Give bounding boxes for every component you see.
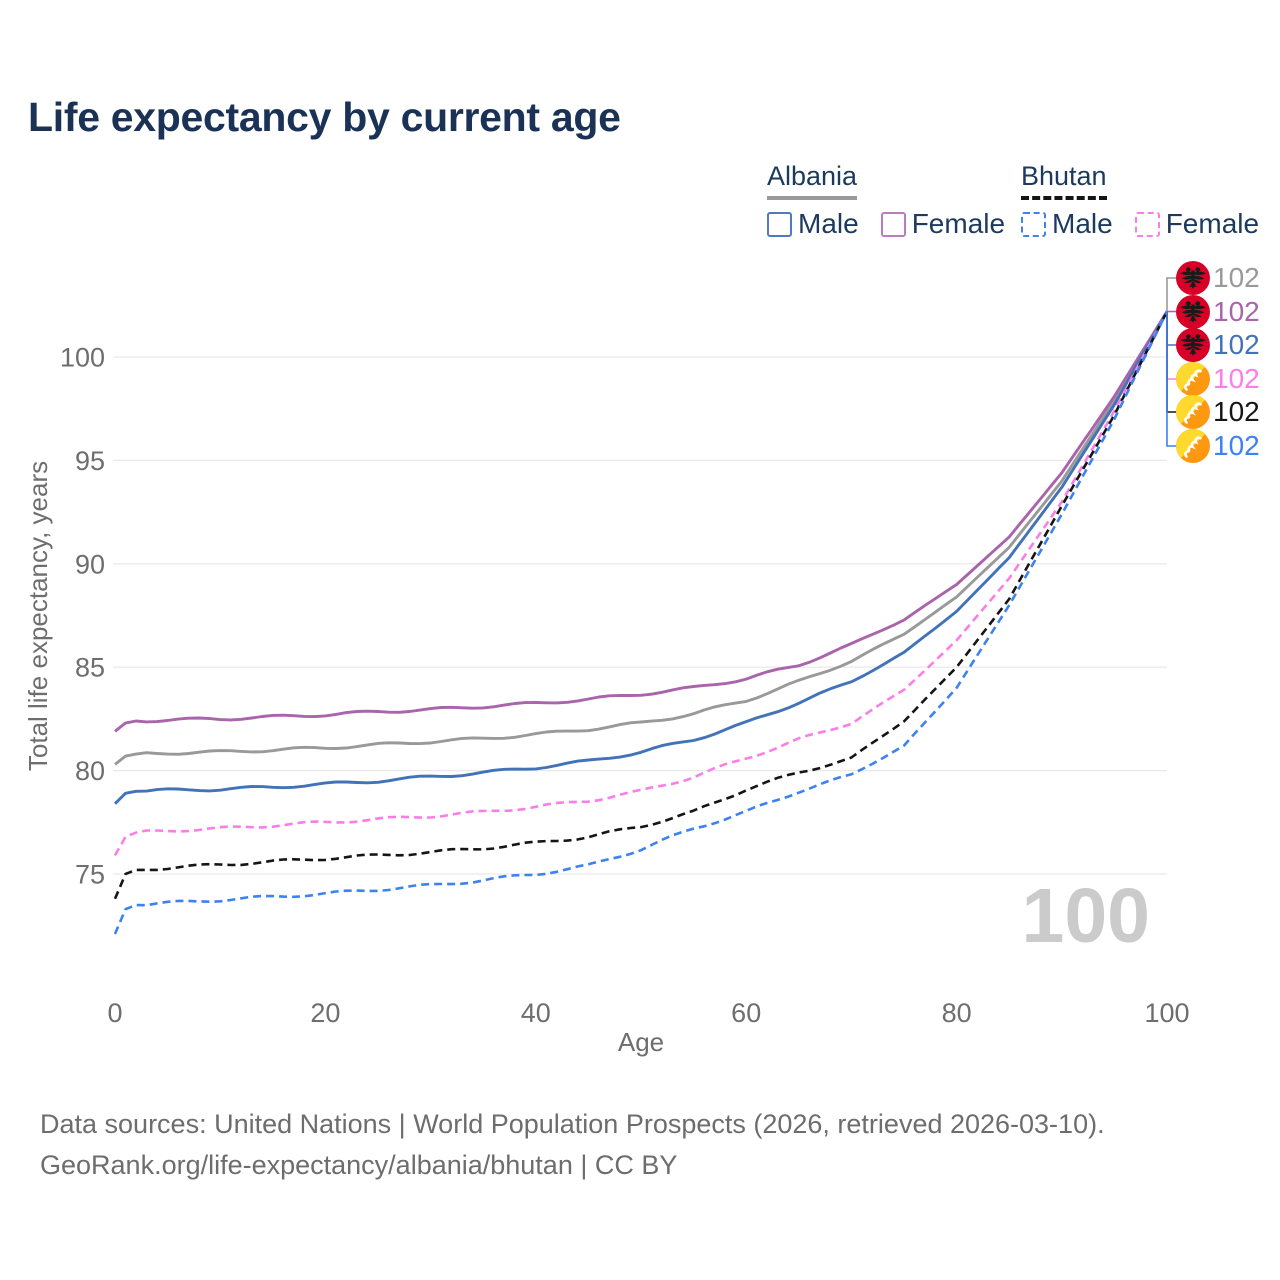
legend-label: Female <box>911 208 1006 239</box>
series-line-bhutan-male[interactable] <box>113 310 1169 935</box>
albania-male-swatch-icon <box>767 211 792 237</box>
end-value-bhutan-female: 102 <box>1213 363 1260 394</box>
x-axis-ticks: 0 20 40 60 80 100 <box>107 998 1189 1028</box>
series-lines <box>113 310 1169 935</box>
end-badge-bhutan-female: 102 <box>1176 362 1260 396</box>
y-tick-label: 85 <box>75 653 105 683</box>
footer: Data sources: United Nations | World Pop… <box>40 1104 1105 1186</box>
bhutan-flag-icon <box>1176 395 1210 429</box>
legend-label: Male <box>798 208 859 239</box>
x-tick-label: 40 <box>521 998 551 1028</box>
legend-group-albania: Albania Male Female <box>767 161 1005 240</box>
x-tick-label: 20 <box>310 998 340 1028</box>
x-tick-label: 0 <box>107 998 122 1028</box>
legend-country-albania[interactable]: Albania <box>767 161 858 200</box>
y-tick-label: 95 <box>75 446 105 476</box>
series-line-bhutan-both[interactable] <box>113 310 1169 900</box>
end-badge-bhutan-male: 102 <box>1176 429 1260 463</box>
connector-albania-both <box>1166 277 1176 312</box>
albania-flag-icon <box>1176 261 1210 295</box>
connector-bhutan-male <box>1166 311 1176 447</box>
footer-sources: Data sources: United Nations | World Pop… <box>40 1109 1105 1139</box>
x-tick-label: 80 <box>942 998 972 1028</box>
x-tick-label: 60 <box>731 998 761 1028</box>
legend-item-albania-female[interactable]: Female <box>880 208 1006 240</box>
end-value-albania-female: 102 <box>1213 296 1260 327</box>
series-line-albania-female[interactable] <box>114 310 1169 733</box>
legend-item-albania-male[interactable]: Male <box>767 208 859 240</box>
x-axis-title: Age <box>618 1027 664 1057</box>
y-tick-label: 75 <box>75 860 105 890</box>
x-tick-label: 100 <box>1144 998 1189 1028</box>
page-title: Life expectancy by current age <box>28 94 621 140</box>
end-badge-albania-both: 102 <box>1176 261 1260 295</box>
legend-label: Male <box>1052 208 1113 239</box>
y-axis-title: Total life expectancy, years <box>23 461 53 771</box>
footer-url: GeoRank.org/life-expectancy/albania/bhut… <box>40 1150 678 1180</box>
connector-albania-male <box>1166 311 1176 346</box>
end-value-bhutan-male: 102 <box>1213 430 1260 461</box>
albania-flag-icon <box>1176 328 1210 362</box>
series-line-albania-both[interactable] <box>114 310 1169 766</box>
end-value-albania-both: 102 <box>1213 262 1260 293</box>
legend-country-bhutan[interactable]: Bhutan <box>1021 161 1107 200</box>
y-tick-label: 90 <box>75 549 105 579</box>
legend-group-bhutan: Bhutan Male Female <box>1021 161 1259 240</box>
albania-female-swatch-icon <box>880 211 906 237</box>
connector-bhutan-both <box>1166 311 1176 413</box>
legend-label: Female <box>1165 208 1260 239</box>
gridlines: 75 80 85 90 95 100 <box>60 343 1167 890</box>
legend-item-bhutan-female[interactable]: Female <box>1134 208 1260 240</box>
end-badges: 102 102 102 102 <box>1176 261 1260 463</box>
bhutan-female-swatch-icon <box>1134 211 1160 237</box>
y-tick-label: 80 <box>75 756 105 786</box>
bhutan-flag-icon <box>1176 362 1210 396</box>
end-badge-bhutan-both: 102 <box>1176 395 1260 429</box>
end-value-bhutan-both: 102 <box>1213 396 1260 427</box>
series-line-bhutan-female[interactable] <box>113 310 1169 857</box>
albania-flag-icon <box>1176 295 1210 329</box>
hovered-age-watermark: 100 <box>1021 873 1150 959</box>
series-line-albania-male[interactable] <box>113 310 1169 805</box>
end-value-albania-male: 102 <box>1213 329 1260 360</box>
legend-item-bhutan-male[interactable]: Male <box>1021 208 1113 240</box>
bhutan-male-swatch-icon <box>1021 211 1046 237</box>
end-badge-albania-male: 102 <box>1176 328 1260 362</box>
bhutan-flag-icon <box>1176 429 1210 463</box>
y-tick-label: 100 <box>60 343 105 373</box>
end-label-connectors <box>1166 277 1176 447</box>
end-badge-albania-female: 102 <box>1176 295 1260 329</box>
